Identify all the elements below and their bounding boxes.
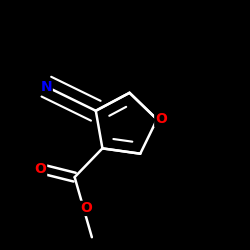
Text: O: O bbox=[35, 162, 46, 176]
Text: O: O bbox=[80, 202, 92, 215]
Text: O: O bbox=[155, 112, 167, 126]
Text: N: N bbox=[40, 80, 52, 94]
